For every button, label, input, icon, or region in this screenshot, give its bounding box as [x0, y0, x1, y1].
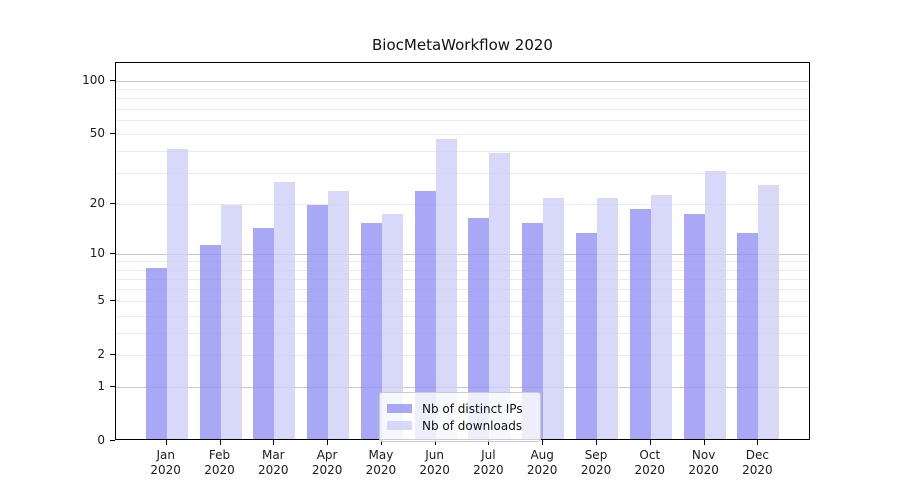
bar-apr-distinct-ips — [307, 205, 329, 439]
xtick-label-sep-2020: Sep 2020 — [580, 448, 612, 477]
xtick-label-mar-2020: Mar 2020 — [258, 448, 289, 477]
bar-sep-distinct-ips — [576, 233, 597, 439]
ytick-label-2: 2 — [97, 347, 105, 362]
ytick-label-50: 50 — [89, 126, 105, 141]
gridline-minor-60 — [116, 120, 809, 122]
legend-label-downloads: Nb of downloads — [422, 418, 523, 433]
gridline-minor-40 — [116, 151, 809, 153]
bar-nov-distinct-ips — [683, 213, 705, 439]
legend-entry-downloads: Nb of downloads — [387, 418, 532, 433]
gridline-major-1 — [116, 386, 809, 388]
legend: Nb of distinct IPs Nb of downloads — [379, 392, 541, 442]
ytick-mark-20 — [110, 202, 115, 204]
bar-may-distinct-ips — [360, 222, 382, 439]
ytick-mark-5 — [110, 300, 115, 302]
legend-label-distinct-ips: Nb of distinct IPs — [422, 401, 523, 416]
legend-swatch-downloads — [387, 421, 412, 430]
bar-jun-distinct-ips — [414, 191, 436, 439]
xtick-mark-aug — [542, 440, 544, 445]
xtick-mark-apr — [327, 440, 329, 445]
xtick-mark-oct — [649, 440, 651, 445]
ytick-label-100: 100 — [82, 73, 105, 87]
gridline-minor-3 — [116, 332, 809, 334]
legend-swatch-distinct-ips — [387, 404, 412, 413]
ytick-mark-50 — [110, 133, 115, 135]
bar-jun-downloads — [435, 138, 457, 439]
bar-jul-downloads — [489, 153, 511, 439]
bar-jul-distinct-ips — [468, 218, 490, 439]
ytick-mark-100 — [110, 80, 115, 81]
ytick-mark-0 — [110, 440, 115, 441]
gridline-minor-4 — [116, 315, 809, 317]
bar-oct-downloads — [650, 194, 672, 439]
xtick-mark-sep — [596, 440, 597, 445]
gridline-minor-5 — [116, 301, 809, 303]
gridline-minor-30 — [116, 173, 809, 175]
xtick-mark-nov — [703, 440, 705, 445]
xtick-mark-mar — [273, 440, 275, 445]
gridline-minor-80 — [116, 98, 809, 100]
xtick-label-jan-2020: Jan 2020 — [150, 448, 181, 477]
bar-oct-distinct-ips — [629, 209, 651, 439]
xtick-label-feb-2020: Feb 2020 — [204, 448, 235, 477]
xtick-label-jun-2020: Jun 2020 — [419, 448, 450, 477]
ytick-mark-10 — [110, 253, 115, 254]
ytick-label-1: 1 — [97, 378, 105, 393]
bar-feb-distinct-ips — [199, 245, 221, 439]
xtick-label-aug-2020: Aug 2020 — [526, 448, 558, 477]
xtick-mark-jun — [434, 440, 436, 445]
ytick-mark-1 — [110, 385, 115, 387]
xtick-mark-dec — [757, 440, 759, 445]
bar-dec-distinct-ips — [737, 233, 759, 439]
gridline-minor-50 — [116, 134, 809, 136]
gridline-minor-90 — [116, 89, 809, 91]
xtick-label-nov-2020: Nov 2020 — [688, 448, 719, 477]
gridline-minor-70 — [116, 108, 809, 110]
xtick-mark-jan — [165, 440, 167, 445]
bar-jan-distinct-ips — [145, 267, 167, 439]
xtick-mark-jul — [488, 440, 490, 445]
gridline-major-100 — [116, 81, 809, 82]
bar-feb-downloads — [220, 205, 242, 439]
bar-dec-downloads — [758, 184, 780, 439]
ytick-label-20: 20 — [89, 195, 105, 210]
xtick-mark-may — [380, 440, 382, 445]
gridline-minor-8 — [116, 269, 809, 271]
xtick-label-oct-2020: Oct 2020 — [634, 448, 666, 477]
bar-aug-distinct-ips — [522, 222, 544, 439]
bar-mar-downloads — [274, 181, 296, 439]
xtick-label-may-2020: May 2020 — [365, 448, 397, 477]
gridline-major-10 — [116, 254, 809, 255]
gridline-minor-9 — [116, 261, 809, 263]
xtick-label-jul-2020: Jul 2020 — [473, 448, 504, 477]
ytick-label-5: 5 — [97, 293, 105, 308]
bar-apr-downloads — [328, 191, 350, 439]
plot-area — [115, 62, 810, 440]
xtick-label-dec-2020: Dec 2020 — [742, 448, 773, 477]
chart-title: BiocMetaWorkflow 2020 — [372, 36, 553, 54]
xtick-mark-feb — [219, 440, 221, 445]
ytick-label-10: 10 — [89, 246, 105, 260]
bar-aug-downloads — [543, 197, 565, 439]
ytick-mark-2 — [110, 354, 115, 356]
bar-mar-distinct-ips — [253, 227, 275, 439]
bar-sep-downloads — [597, 197, 618, 439]
ytick-label-0: 0 — [97, 433, 105, 447]
legend-entry-distinct-ips: Nb of distinct IPs — [387, 401, 532, 416]
xtick-label-apr-2020: Apr 2020 — [311, 448, 343, 477]
bar-jan-downloads — [166, 149, 188, 439]
gridline-minor-6 — [116, 289, 809, 291]
bar-may-downloads — [381, 213, 403, 439]
bar-nov-downloads — [704, 171, 726, 439]
gridline-minor-7 — [116, 278, 809, 280]
gridline-minor-20 — [116, 203, 809, 205]
gridline-minor-2 — [116, 355, 809, 357]
